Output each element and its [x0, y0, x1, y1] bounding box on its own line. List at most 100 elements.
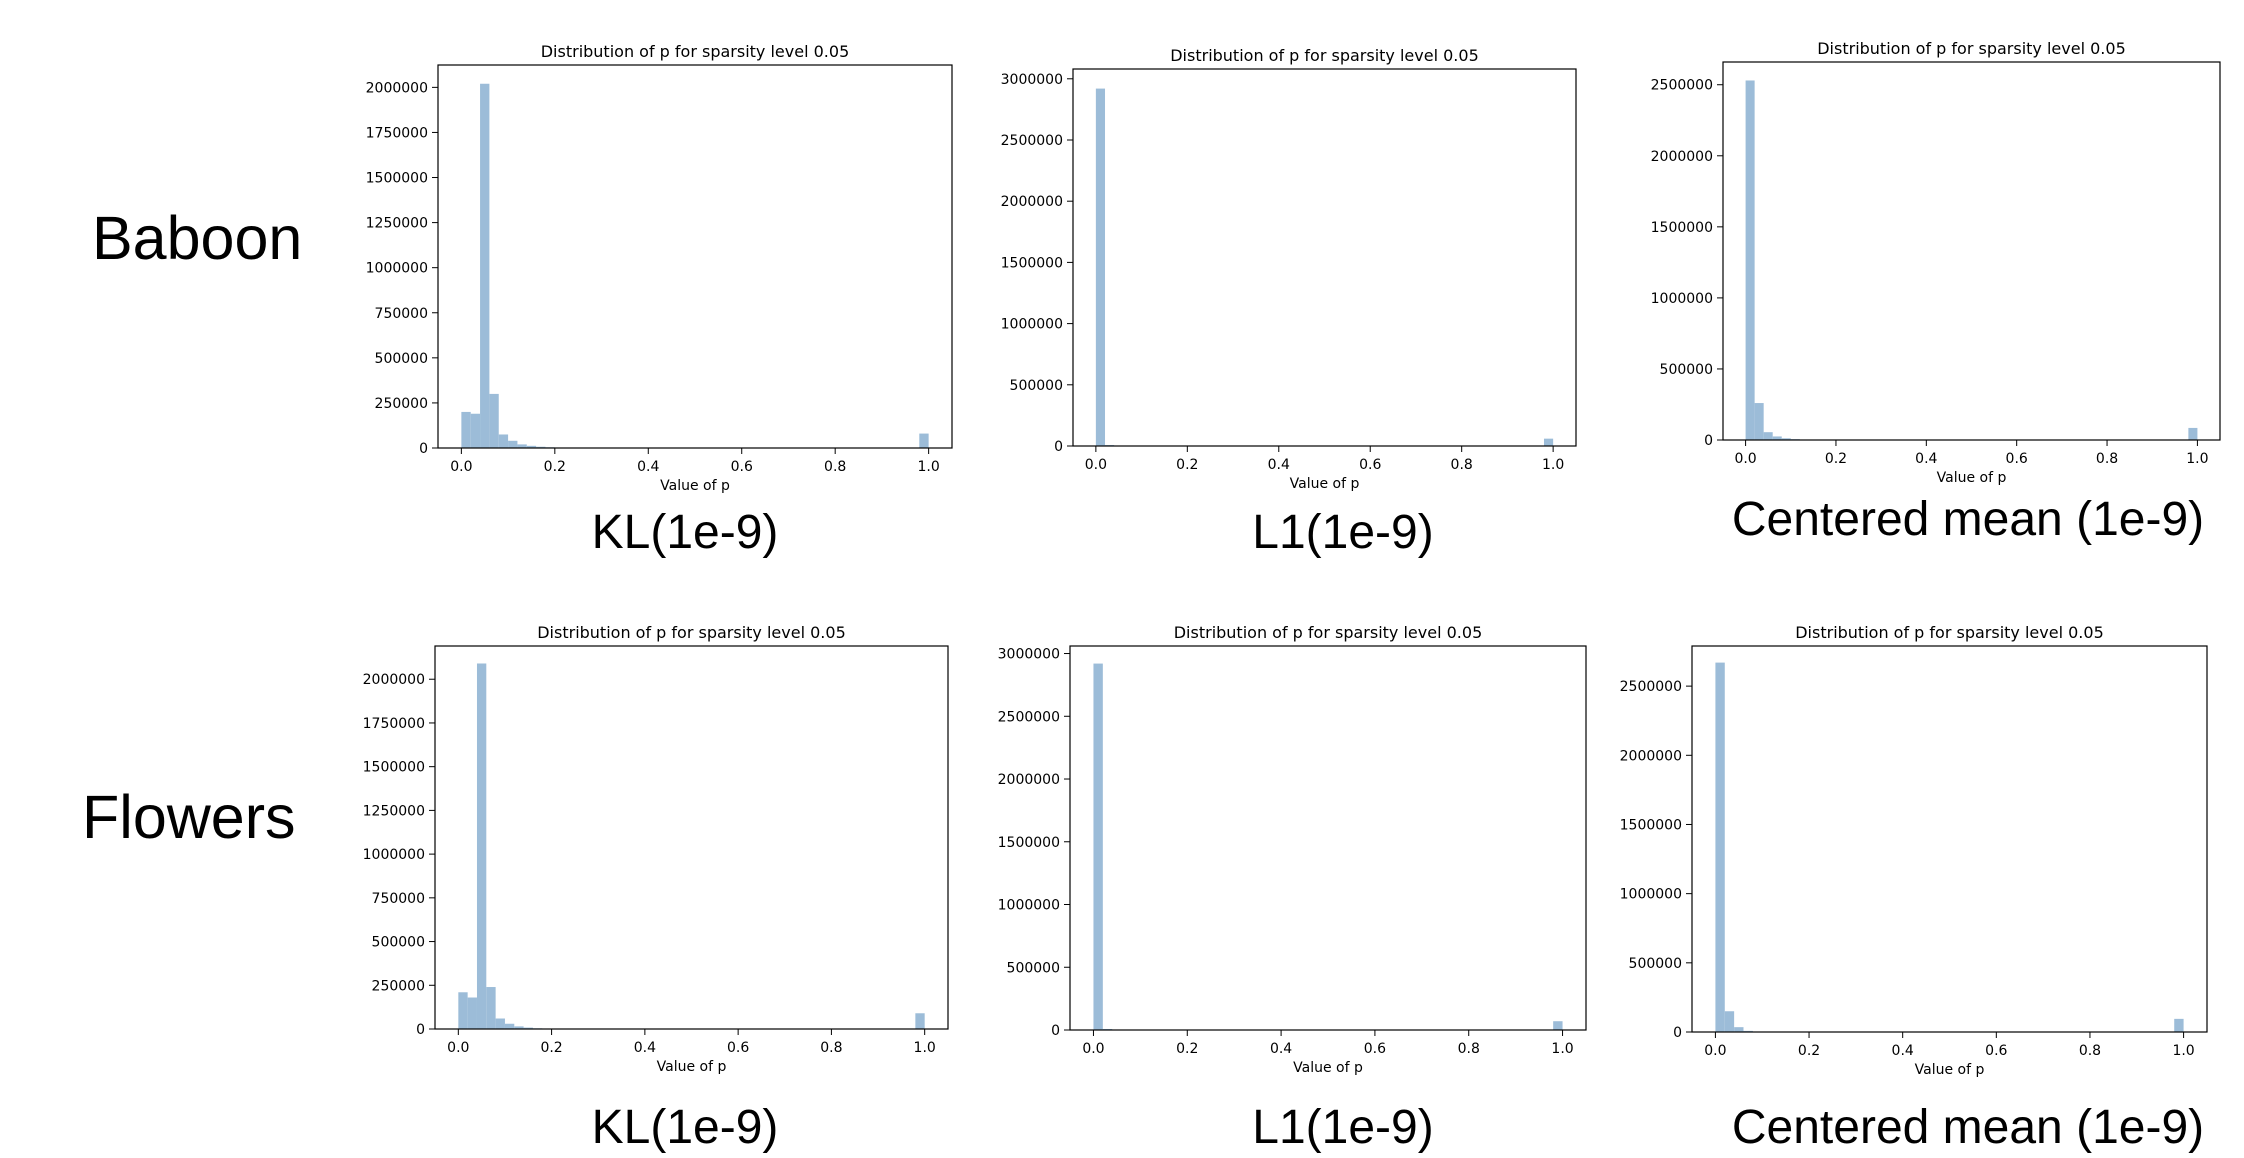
- histogram-bar: [1745, 80, 1755, 440]
- chart-title: Distribution of p for sparsity level 0.0…: [1817, 39, 2126, 58]
- caption-kl-baboon: KL(1e-9): [591, 506, 779, 559]
- caption-l1-baboon: L1(1e-9): [1252, 506, 1434, 559]
- x-axis-label: Value of p: [657, 1059, 727, 1075]
- histogram-panel: 0.0 0.2 0.4 0.6 0.8 1.0 0 250000 500000 750000 100…: [363, 623, 949, 1075]
- chart-title: Distribution of p for sparsity level 0.0…: [541, 42, 850, 61]
- y-tick-label: 2000000: [366, 80, 428, 96]
- histogram-bar: [1763, 432, 1773, 440]
- y-tick-label: 1000000: [1651, 291, 1713, 307]
- histogram-panel: 0.0 0.2 0.4 0.6 0.8 1.0 0 500000 1000000 1500000 2…: [1001, 46, 1577, 492]
- x-tick-label: 0.2: [544, 459, 566, 475]
- y-tick-label: 1500000: [366, 171, 428, 187]
- x-tick-label: 0.8: [2079, 1043, 2101, 1059]
- histogram-bar: [514, 1026, 524, 1029]
- caption-l1-flowers: L1(1e-9): [1252, 1101, 1434, 1154]
- histogram-bar: [470, 413, 481, 448]
- x-tick-label: 0.8: [1458, 1041, 1480, 1057]
- x-tick-label: 1.0: [1551, 1041, 1573, 1057]
- histogram-bar: [526, 445, 537, 448]
- x-tick-label: 0.6: [727, 1040, 749, 1056]
- x-tick-label: 0.0: [450, 459, 472, 475]
- y-tick-label: 250000: [375, 396, 428, 412]
- plot-frame: [1722, 61, 2221, 441]
- y-tick-label: 1750000: [363, 716, 425, 732]
- histogram-bar: [486, 987, 496, 1029]
- y-tick-label: 2000000: [1620, 748, 1682, 764]
- histogram-bar: [2174, 1018, 2184, 1032]
- x-tick-label: 1.0: [914, 1040, 936, 1056]
- plot-frame: [1069, 645, 1587, 1031]
- caption-centered-mean-flowers: Centered mean (1e-9): [1731, 1101, 2205, 1154]
- histogram-bar: [461, 411, 471, 448]
- x-tick-label: 0.4: [637, 459, 659, 475]
- y-tick-label: 500000: [1007, 960, 1060, 976]
- x-tick-label: 0.4: [1915, 451, 1937, 467]
- y-tick-label: 500000: [1010, 378, 1063, 394]
- x-tick-label: 0.2: [1176, 457, 1198, 473]
- y-tick-label: 1000000: [998, 898, 1060, 914]
- x-tick-label: 0.4: [1270, 1041, 1292, 1057]
- y-tick-label: 2500000: [1651, 78, 1713, 94]
- y-tick-label: 2000000: [998, 772, 1060, 788]
- x-tick-label: 0.8: [2096, 451, 2118, 467]
- x-tick-label: 0.6: [1364, 1041, 1386, 1057]
- y-tick-label: 1000000: [1001, 317, 1063, 333]
- histogram-bar: [1553, 1021, 1563, 1030]
- y-tick-label: 2000000: [1651, 149, 1713, 165]
- histogram-bar: [1543, 438, 1554, 446]
- row-label-baboon: Baboon: [92, 204, 303, 272]
- y-tick-label: 0: [416, 1022, 425, 1038]
- x-tick-label: 0.8: [820, 1040, 842, 1056]
- plot-frame: [1072, 68, 1577, 447]
- histogram-bar: [1095, 88, 1106, 447]
- y-tick-label: 3000000: [1001, 72, 1063, 88]
- x-axis-label: Value of p: [1290, 476, 1360, 492]
- caption-kl-flowers: KL(1e-9): [591, 1101, 779, 1154]
- histogram-bar: [495, 1018, 505, 1029]
- histogram-bar: [1734, 1027, 1744, 1032]
- histogram-bar: [517, 444, 527, 448]
- histogram-panel: 0.0 0.2 0.4 0.6 0.8 1.0 0 250000 500000 750000 100…: [366, 42, 953, 494]
- histogram-bar: [536, 446, 546, 448]
- y-tick-label: 1250000: [363, 803, 425, 819]
- chart-title: Distribution of p for sparsity level 0.0…: [1170, 46, 1479, 65]
- x-tick-label: 0.2: [540, 1040, 562, 1056]
- y-tick-label: 250000: [372, 978, 425, 994]
- y-tick-label: 0: [1673, 1025, 1682, 1041]
- y-tick-label: 750000: [372, 891, 425, 907]
- y-tick-label: 1000000: [363, 847, 425, 863]
- histogram-panel: 0.0 0.2 0.4 0.6 0.8 1.0 0 500000 1000000 1500000 2…: [1620, 623, 2208, 1078]
- histogram-panel: 0.0 0.2 0.4 0.6 0.8 1.0 0 500000 1000000 1500000 2…: [1651, 39, 2221, 486]
- histogram-bar: [458, 992, 468, 1029]
- y-tick-label: 3000000: [998, 647, 1060, 663]
- y-tick-label: 1250000: [366, 216, 428, 232]
- x-tick-label: 0.2: [1798, 1043, 1820, 1059]
- x-tick-label: 0.0: [1704, 1043, 1726, 1059]
- histogram-bar: [1772, 436, 1782, 440]
- y-tick-label: 500000: [375, 351, 428, 367]
- x-axis-label: Value of p: [660, 478, 730, 494]
- histogram-bar: [1754, 403, 1764, 440]
- chart-title: Distribution of p for sparsity level 0.0…: [1795, 623, 2104, 642]
- x-tick-label: 0.4: [1892, 1043, 1914, 1059]
- y-tick-label: 1500000: [1620, 817, 1682, 833]
- x-tick-label: 0.8: [824, 459, 846, 475]
- y-tick-label: 1000000: [1620, 887, 1682, 903]
- x-tick-label: 1.0: [1542, 457, 1564, 473]
- x-tick-label: 0.2: [1176, 1041, 1198, 1057]
- histogram-bar: [476, 663, 487, 1029]
- x-tick-label: 0.0: [1082, 1041, 1104, 1057]
- row-label-flowers: Flowers: [82, 783, 296, 851]
- x-tick-label: 0.6: [1359, 457, 1381, 473]
- y-tick-label: 0: [419, 441, 428, 457]
- y-tick-label: 1500000: [1651, 220, 1713, 236]
- y-tick-label: 1500000: [1001, 255, 1063, 271]
- histogram-bar: [2188, 427, 2198, 440]
- y-tick-label: 1000000: [366, 261, 428, 277]
- y-tick-label: 0: [1704, 433, 1713, 449]
- x-tick-label: 0.6: [731, 459, 753, 475]
- x-axis-label: Value of p: [1937, 470, 2007, 486]
- caption-centered-mean-baboon: Centered mean (1e-9): [1731, 493, 2205, 546]
- y-tick-label: 500000: [1660, 362, 1713, 378]
